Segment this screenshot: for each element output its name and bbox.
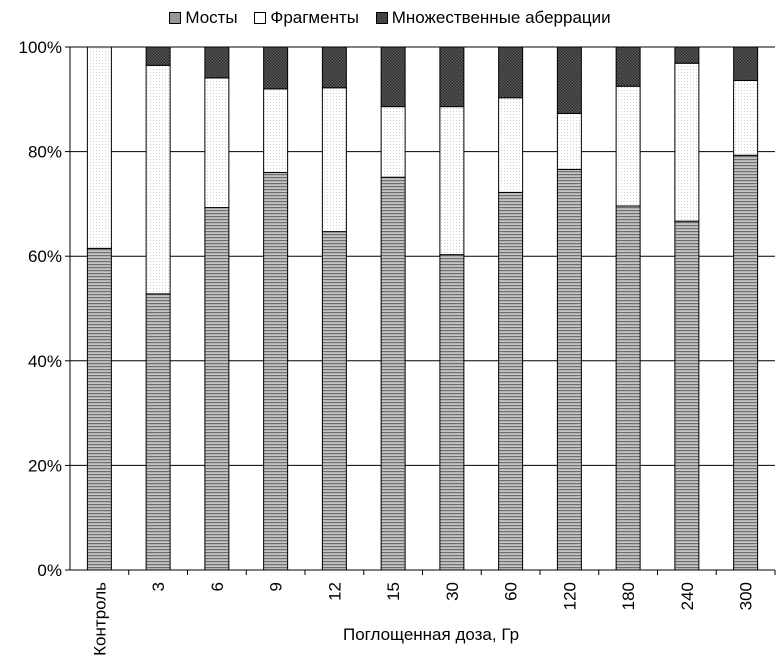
legend-label-bridges: Мосты (185, 8, 238, 27)
y-tick-label: 100% (19, 38, 62, 57)
legend-swatch-fragments (254, 12, 267, 24)
bar-segment-multiple-aberrations (615, 46, 641, 87)
x-tick-label: 9 (267, 582, 286, 591)
bar-segment-bridges (615, 205, 641, 571)
x-tick-label: 240 (678, 582, 697, 610)
x-tick-label: 15 (384, 582, 403, 601)
bar-segment-bridges (321, 231, 347, 571)
bar-segment-bridges (498, 191, 524, 571)
bars (86, 46, 759, 571)
x-tick-label: 120 (560, 582, 579, 610)
legend-label-multiple-aberrations: Множественные аберрации (391, 8, 611, 27)
bar-segment-bridges (674, 220, 700, 571)
bar-segment-bridges (204, 207, 230, 571)
bar-segment-bridges (439, 254, 465, 571)
x-tick-label: 300 (737, 582, 756, 610)
x-axis-title: Поглощенная доза, Гр (342, 625, 520, 644)
bar-segment-multiple-aberrations (674, 46, 700, 64)
bar-segment-fragments (733, 79, 759, 156)
bar-segment-bridges (263, 172, 289, 571)
bar-segment-fragments (204, 77, 230, 209)
bar-segment-bridges (86, 247, 112, 571)
legend: Мосты Фрагменты Множественные аберрации (0, 8, 780, 28)
axes (65, 46, 776, 575)
bar-segment-multiple-aberrations (498, 46, 524, 99)
bar-segment-bridges (556, 168, 582, 571)
bar-segment-fragments (615, 85, 641, 207)
tick-labels: 0% 20% 40% 60% 80% 100% Контроль 3 6 9 12 15 30 60 120… (19, 38, 756, 656)
x-tick-label: 30 (443, 582, 462, 601)
x-tick-label: Контроль (90, 582, 109, 656)
x-tick-label: 12 (325, 582, 344, 601)
bar-segment-fragments (674, 62, 700, 222)
bar-segment-bridges (145, 293, 171, 571)
y-tick-label: 40% (28, 352, 62, 371)
bar-segment-multiple-aberrations (204, 46, 230, 79)
bar-segment-fragments (145, 64, 171, 295)
bar-segment-multiple-aberrations (556, 46, 582, 114)
bar-segment-fragments (380, 106, 406, 178)
bar-segment-multiple-aberrations (145, 46, 171, 66)
bar-segment-multiple-aberrations (263, 46, 289, 90)
legend-item-multiple-aberrations: Множественные аберрации (375, 8, 611, 28)
legend-swatch-multiple-aberrations (375, 12, 388, 24)
legend-label-fragments: Фрагменты (270, 8, 359, 27)
y-tick-label: 60% (28, 247, 62, 266)
legend-item-fragments: Фрагменты (254, 8, 359, 28)
y-tick-label: 20% (28, 456, 62, 475)
x-tick-label: 60 (502, 582, 521, 601)
bar-segment-fragments (321, 87, 347, 233)
bar-segment-bridges (380, 176, 406, 571)
y-tick-label: 80% (28, 143, 62, 162)
bar-segment-multiple-aberrations (439, 46, 465, 108)
bar-segment-fragments (86, 46, 112, 249)
x-tick-label: 6 (208, 582, 227, 591)
bar-segment-bridges (733, 154, 759, 571)
x-tick-label: 3 (149, 582, 168, 591)
bar-segment-multiple-aberrations (380, 46, 406, 108)
bar-segment-multiple-aberrations (321, 46, 347, 89)
bar-segment-fragments (556, 112, 582, 170)
legend-item-bridges: Мосты (169, 8, 238, 28)
bar-segment-multiple-aberrations (733, 46, 759, 81)
bar-segment-fragments (263, 88, 289, 174)
bar-segment-fragments (439, 106, 465, 256)
legend-swatch-bridges (169, 12, 182, 24)
bar-segment-fragments (498, 97, 524, 193)
grid (70, 46, 775, 466)
y-tick-label: 0% (37, 561, 62, 580)
x-tick-label: 180 (619, 582, 638, 610)
